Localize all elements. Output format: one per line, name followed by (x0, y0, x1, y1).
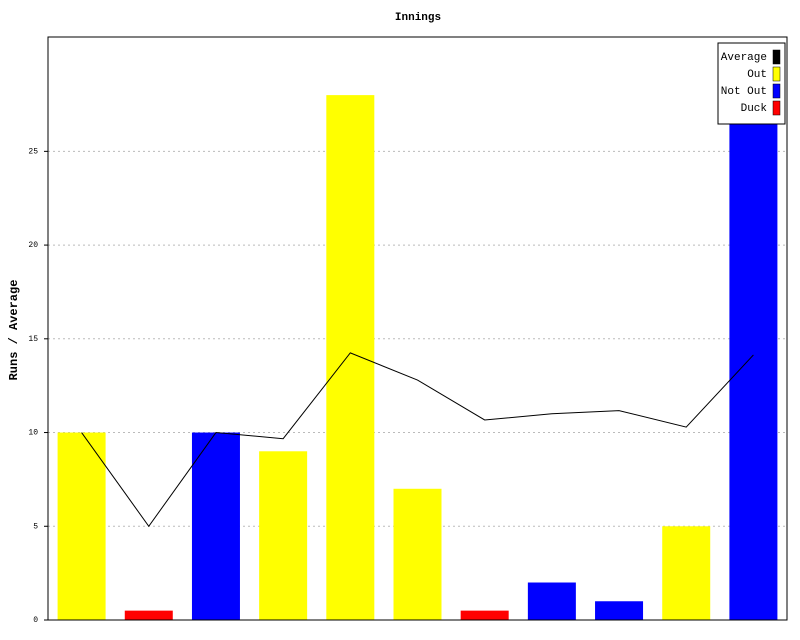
plot-frame (47, 36, 788, 621)
y-tick-label: 5 (33, 522, 38, 531)
bar (460, 610, 509, 620)
bar (259, 451, 308, 620)
legend-swatch (772, 66, 781, 82)
y-tick-label: 10 (28, 429, 38, 438)
bar (57, 432, 106, 620)
bar (729, 113, 778, 620)
y-tick-label: 15 (28, 335, 38, 344)
bar (393, 488, 442, 620)
y-tick-label: 20 (28, 241, 38, 250)
legend: Average Out Not Out Duck (717, 42, 786, 125)
bar (326, 95, 375, 620)
legend-label: Not Out (721, 86, 767, 98)
bar (527, 582, 576, 620)
legend-swatch (772, 83, 781, 99)
legend-label: Average (721, 52, 767, 64)
bar (595, 601, 644, 620)
y-tick-label: 25 (28, 147, 38, 156)
bar (662, 526, 711, 620)
line (81, 352, 754, 528)
legend-swatch (772, 49, 781, 65)
legend-label: Duck (741, 103, 768, 115)
y-axis-label: Runs / Average (7, 280, 21, 381)
bar (191, 432, 240, 620)
legend-label: Out (747, 69, 767, 81)
legend-swatch (772, 100, 781, 116)
bar (124, 610, 173, 620)
chart-title: Innings (395, 12, 441, 24)
y-tick-label: 0 (33, 616, 38, 625)
